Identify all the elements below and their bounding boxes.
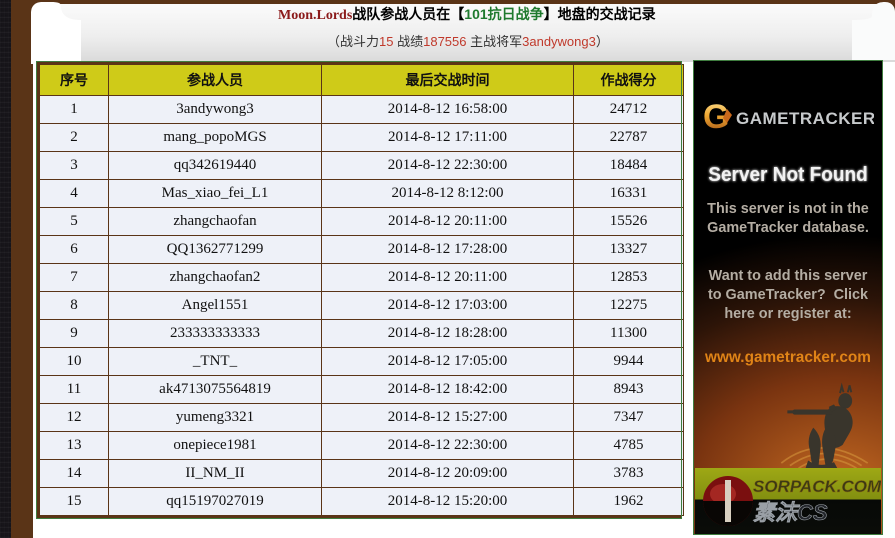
svg-text:GAMETRACKER: GAMETRACKER bbox=[736, 109, 874, 128]
svg-text:SORPACK.COM: SORPACK.COM bbox=[753, 477, 881, 496]
svg-text:素沫CS: 素沫CS bbox=[753, 500, 828, 525]
